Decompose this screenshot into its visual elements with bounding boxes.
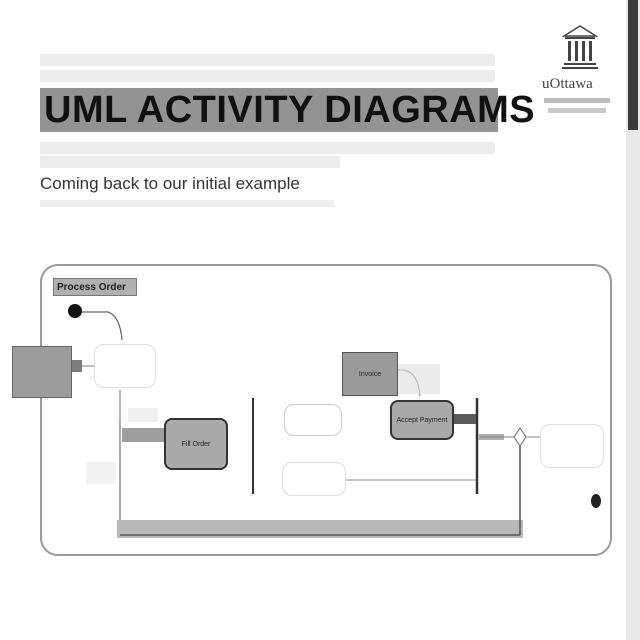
slide-subtitle: Coming back to our initial example — [40, 174, 300, 193]
logo-tagline — [548, 108, 606, 113]
blurred-text-line — [40, 156, 340, 168]
object-node-invoice: Invoice — [342, 352, 398, 396]
blurred-subtitle-line — [40, 200, 335, 207]
activity-frame — [40, 264, 612, 556]
fill-order-label: Fill Order — [181, 440, 211, 448]
university-logo-icon — [562, 25, 598, 69]
scrollbar-thumb[interactable] — [628, 0, 638, 130]
invoice-label: Invoice — [358, 370, 382, 378]
object-node-left — [12, 346, 72, 398]
activity-node-final — [540, 424, 604, 468]
activity-node-ship — [284, 404, 342, 436]
slide-title: UML ACTIVITY DIAGRAMS — [44, 89, 536, 131]
activity-frame-label: Process Order — [53, 278, 137, 296]
final-node — [591, 494, 601, 508]
scrollbar-track[interactable] — [626, 0, 640, 640]
blurred-text-line — [40, 142, 495, 154]
activity-node-close — [282, 462, 346, 496]
initial-node — [68, 304, 82, 318]
guard-label — [86, 462, 116, 484]
activity-node-receive — [94, 344, 156, 388]
blurred-text-line — [40, 70, 495, 82]
logo-tagline — [544, 98, 610, 103]
logo-wordmark: uOttawa — [542, 76, 593, 92]
guard-label — [128, 408, 158, 422]
activity-node-accept-payment: Accept Payment — [390, 400, 454, 440]
blurred-text-line — [40, 54, 495, 66]
accept-payment-label: Accept Payment — [396, 416, 448, 424]
activity-node-fill-order: Fill Order — [164, 418, 228, 470]
title-highlight — [40, 88, 498, 132]
